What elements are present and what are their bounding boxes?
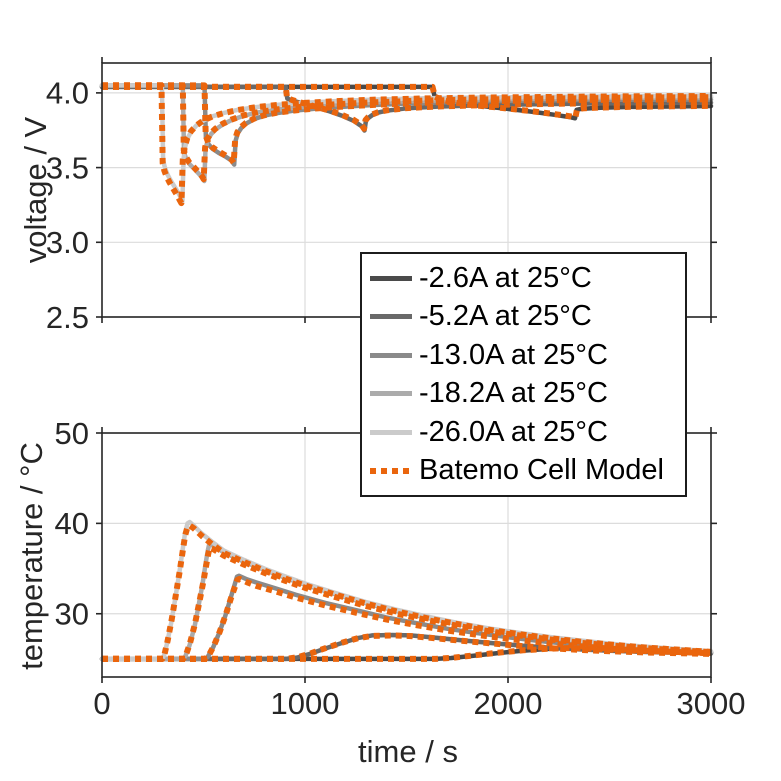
legend-item: -18.2A at 25°C — [362, 379, 685, 408]
x-tick-label: 2000 — [474, 686, 543, 721]
measurement-line-sample — [370, 391, 412, 397]
model-curve--13.0Aat25C — [102, 575, 712, 662]
measurement-line-sample — [370, 314, 412, 320]
y-tick-label: 30 — [55, 597, 89, 632]
model-curve--18.2Aat25C — [102, 544, 712, 662]
x-tick-label: 0 — [93, 686, 110, 721]
model-curve--5.2Aat25C — [102, 632, 712, 662]
legend-item-label: -26.0A at 25°C — [419, 415, 608, 448]
legend-item-label: -18.2A at 25°C — [419, 377, 608, 410]
legend-item-label: -13.0A at 25°C — [419, 338, 608, 371]
legend-item: -26.0A at 25°C — [362, 415, 685, 448]
legend-item: -13.0A at 25°C — [362, 338, 685, 371]
time-axis-label: time / s — [358, 734, 458, 769]
measurement-line-sample — [370, 275, 412, 281]
model-curve--13.0Aat25C — [102, 82, 712, 166]
legend-item-label: -5.2A at 25°C — [419, 300, 592, 333]
x-tick-label: 3000 — [677, 686, 746, 721]
y-tick-label: 50 — [55, 416, 89, 451]
model-curve--26.0Aat25C — [102, 82, 712, 207]
model-curve--2.6Aat25C — [102, 645, 712, 662]
legend-item: -2.6A at 25°C — [362, 261, 685, 294]
voltage-axis-label: voltage / V — [18, 116, 53, 264]
y-tick-label: 40 — [55, 506, 89, 541]
model-curve--26.0Aat25C — [102, 522, 712, 662]
y-tick-label: 4.0 — [46, 76, 89, 111]
legend: -2.6A at 25°C -5.2A at 25°C -13.0A at 25°C… — [360, 252, 687, 497]
tick-labels: 2.5 3.0 3.5 4.0 — [46, 76, 89, 335]
voltage-plot: 2.5 3.0 3.5 4.0 — [46, 57, 717, 335]
legend-item: Batemo Cell Model — [362, 456, 685, 485]
legend-item-label: -2.6A at 25°C — [419, 261, 592, 294]
temperature-axis-label: temperature / °C — [14, 442, 49, 670]
y-tick-label: 3.0 — [46, 225, 89, 260]
x-tick-label: 1000 — [271, 686, 340, 721]
measurement-line-sample — [370, 429, 412, 435]
tick-labels: 30 40 50 0 1000 2000 3000 — [55, 416, 746, 721]
model-curve--5.2Aat25C — [102, 83, 712, 132]
temperature-plot: 30 40 50 0 1000 2000 3000 — [55, 416, 746, 721]
series-lines — [99, 519, 714, 662]
series-lines — [99, 82, 714, 207]
model-line-sample — [370, 467, 412, 474]
legend-item-label: Batemo Cell Model — [419, 454, 664, 487]
legend-item: -5.2A at 25°C — [362, 302, 685, 331]
measurement-line-sample — [370, 352, 412, 358]
y-tick-label: 3.5 — [46, 150, 89, 185]
y-tick-label: 2.5 — [46, 300, 89, 335]
